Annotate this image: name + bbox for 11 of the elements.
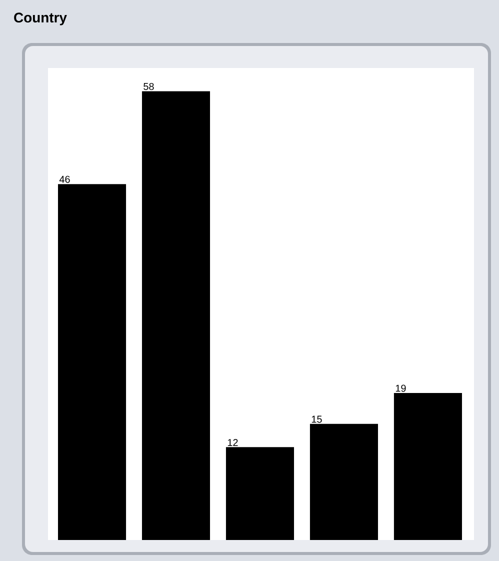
bar <box>142 91 210 540</box>
data-label: 19 <box>396 384 406 392</box>
bar <box>226 447 294 540</box>
bar <box>58 184 126 540</box>
chart-title: Country <box>14 12 67 26</box>
data-label: 15 <box>312 416 322 423</box>
data-label: 12 <box>228 438 238 446</box>
bar <box>310 424 378 540</box>
data-label: 46 <box>59 176 70 183</box>
bar <box>394 392 462 540</box>
data-label: 58 <box>144 82 154 90</box>
